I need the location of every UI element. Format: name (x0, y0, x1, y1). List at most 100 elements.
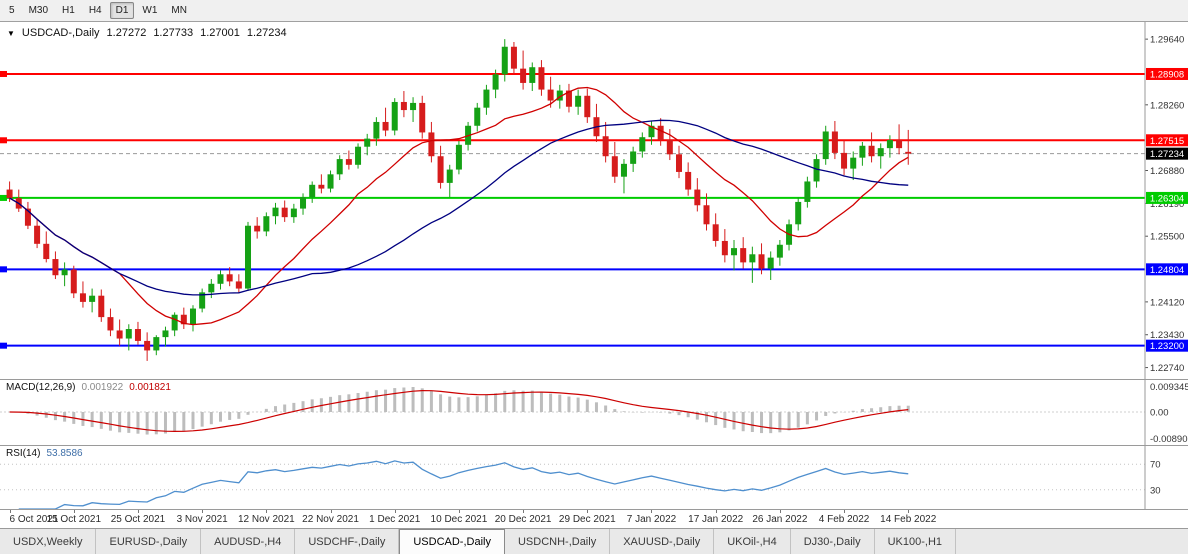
price-axis-tick-label: 1.29640 (1150, 35, 1184, 46)
ohlc-low-value: 1.27001 (200, 27, 240, 39)
time-axis-label: 29 Dec 2021 (558, 514, 616, 525)
price-axis-flag[interactable] (1146, 147, 1188, 160)
time-axis-tick (202, 510, 204, 513)
candle-body (648, 125, 655, 138)
candle-body (602, 136, 609, 157)
macd-axis-label: 0.009345 (1150, 382, 1188, 393)
candle-body (731, 248, 738, 256)
candle-body (813, 159, 820, 182)
candle-body (79, 293, 86, 302)
price-axis-flag[interactable] (1146, 134, 1188, 147)
ohlc-open-value: 1.27272 (106, 27, 147, 39)
chart-tab-usdcad-daily[interactable]: USDCAD-,Daily (399, 529, 505, 554)
candle-body (804, 181, 811, 202)
candle-body (446, 169, 453, 183)
level-anchor-marker (0, 137, 7, 144)
macd-signal-value: 0.001821 (129, 382, 171, 393)
macd-canvas[interactable]: 0.009345 0.00 -0.008908 (0, 379, 1188, 445)
chart-tab-dj30-daily[interactable]: DJ30-,Daily (791, 529, 875, 554)
candle-body (501, 46, 508, 75)
level-anchor-marker (0, 70, 7, 77)
chart-header: ▼ USDCAD-,Daily 1.27272 1.27733 1.27001 … (7, 27, 287, 39)
macd-axis-label: 0.00 (1150, 408, 1169, 419)
candle-body (428, 132, 435, 157)
price-axis-tick-label: 1.24120 (1150, 297, 1184, 308)
chart-tab-uk100-h1[interactable]: UK100-,H1 (875, 529, 957, 554)
timeframe-button-mn[interactable]: MN (171, 5, 187, 16)
timeframe-button-h1[interactable]: H1 (62, 5, 75, 16)
chart-tab-usdx-weekly[interactable]: USDX,Weekly (0, 529, 97, 554)
candle-body (125, 329, 132, 339)
price-axis-tick-label: 1.26880 (1150, 166, 1184, 177)
rsi-label: RSI(14) 53.8586 (6, 448, 83, 459)
price-axis-flag-label: 1.27234 (1150, 149, 1184, 160)
price-chart-canvas[interactable]: 1.29640 1.28260 1.26880 1.26190 1.25500 1.241… (0, 22, 1188, 379)
candle-body (199, 292, 206, 309)
candle-body (419, 102, 426, 133)
candle-body (868, 145, 875, 157)
time-axis-tick (523, 510, 525, 513)
candle-body (52, 259, 59, 276)
macd-main-value: 0.001922 (81, 382, 124, 393)
rsi-canvas[interactable]: 70 30 (0, 445, 1188, 509)
candle-body (391, 101, 398, 131)
time-axis-tick (330, 510, 332, 513)
timeframe-button-m30[interactable]: M30 (28, 5, 49, 16)
time-axis[interactable]: 6 Oct 2021 15 Oct 2021 25 Oct 2021 3 Nov 20… (0, 509, 1188, 528)
candle-body (272, 207, 279, 217)
candle-body (208, 283, 215, 293)
candle-body (107, 317, 114, 331)
rsi-line (18, 460, 909, 509)
price-axis-flag[interactable] (1146, 263, 1188, 276)
candle-body (437, 156, 444, 183)
candle-body (336, 159, 343, 175)
candle-body (153, 337, 160, 351)
macd-indicator-name: MACD(12,26,9) (6, 382, 76, 393)
chart-tab-usdchf-daily[interactable]: USDCHF-,Daily (295, 529, 400, 554)
moving-average-line-13 (9, 86, 909, 326)
time-axis-label: 1 Dec 2021 (369, 514, 421, 525)
candle-body (43, 243, 50, 260)
candle-body (300, 197, 307, 209)
candle-body (364, 138, 371, 147)
time-axis-label: 20 Dec 2021 (494, 514, 552, 525)
chart-tabs: USDX,Weekly EURUSD-,Daily AUDUSD-,H4 USDCHF… (0, 529, 957, 554)
candle-body (226, 274, 233, 282)
chart-tab-ukoil-h4[interactable]: UKOil-,H4 (714, 529, 791, 554)
timeframe-button-5[interactable]: 5 (9, 5, 15, 16)
price-axis-flag[interactable] (1146, 67, 1188, 80)
candle-body (795, 201, 802, 225)
candle-body (611, 156, 618, 177)
candle-body (345, 159, 352, 165)
candle-body (171, 314, 178, 331)
rsi-axis-label: 30 (1150, 485, 1161, 496)
macd-panel: MACD(12,26,9) 0.001922 0.001821 0.009345… (0, 379, 1188, 445)
timeframe-button-w1[interactable]: W1 (142, 5, 158, 16)
timeframe-button-h4[interactable]: H4 (88, 5, 102, 16)
chart-tab-eurusd-daily[interactable]: EURUSD-,Daily (96, 529, 202, 554)
chart-tab-usdcnh-daily[interactable]: USDCNH-,Daily (505, 529, 611, 554)
candle-body (822, 131, 829, 160)
candle-body (694, 189, 701, 206)
timeframe-button-d1[interactable]: D1 (109, 2, 135, 19)
time-axis-tick (266, 510, 268, 513)
chart-symbol-label: USDCAD-,Daily (21, 27, 100, 39)
candle-body (740, 248, 747, 263)
price-axis-flag-label: 1.24804 (1150, 265, 1184, 276)
candle-body (70, 269, 77, 294)
chart-tab-xauusd-daily[interactable]: XAUUSD-,Daily (610, 529, 715, 554)
candle-body (831, 131, 838, 153)
candle-body (776, 244, 783, 258)
time-axis-tick (587, 510, 589, 513)
price-axis-flag[interactable] (1146, 191, 1188, 204)
candle-body (565, 90, 572, 107)
candle-body (254, 225, 261, 232)
time-axis-label: 26 Jan 2022 (752, 514, 808, 525)
price-axis-flag[interactable] (1146, 339, 1188, 352)
chart-tab-audusd-h4[interactable]: AUDUSD-,H4 (201, 529, 296, 554)
candle-body (180, 314, 187, 325)
candle-body (290, 208, 297, 218)
chart-dropdown-icon[interactable]: ▼ (7, 28, 15, 38)
candle-body (877, 148, 884, 157)
candle-body (712, 224, 719, 241)
